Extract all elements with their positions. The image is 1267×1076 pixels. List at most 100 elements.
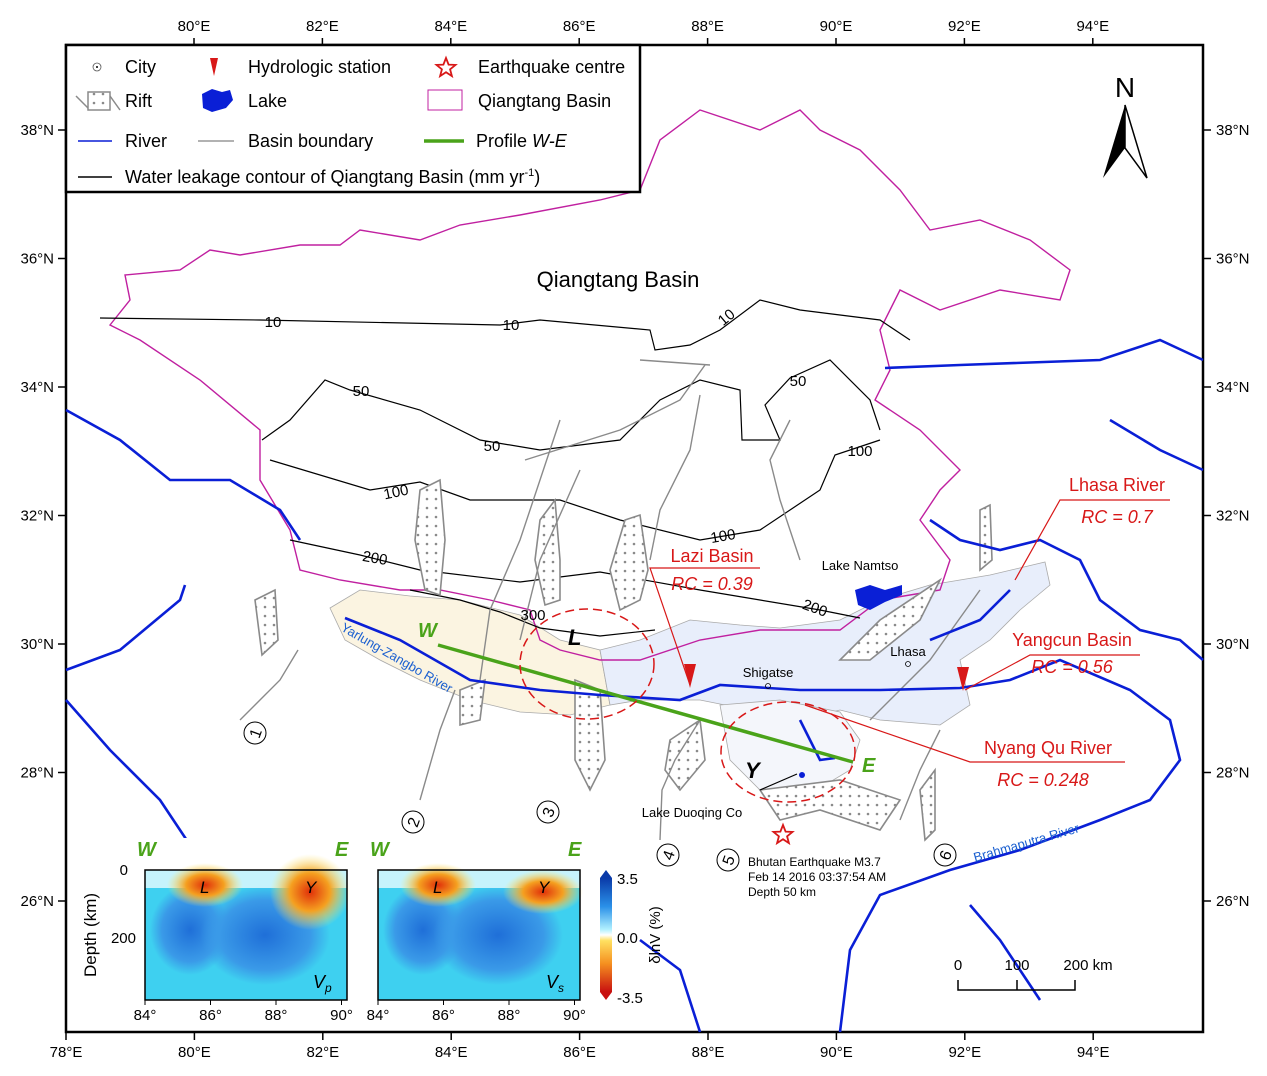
inset-text: W bbox=[370, 839, 391, 861]
rift-icon bbox=[75, 91, 121, 111]
inset-xtick: 88° bbox=[498, 1007, 521, 1024]
qiangtang-basin-outline bbox=[108, 109, 1071, 661]
anomaly-l-label: L bbox=[568, 625, 581, 650]
inset-text: L bbox=[433, 878, 442, 897]
colorbar-max: 3.5 bbox=[617, 871, 638, 888]
lon-tick-label: 92°E bbox=[948, 1044, 981, 1061]
lon-tick-label: 90°E bbox=[820, 1044, 853, 1061]
lazi-anomaly-ellipse bbox=[519, 608, 655, 720]
lat-tick-label: 36°N bbox=[20, 251, 54, 268]
north-label: N bbox=[1115, 72, 1135, 103]
earthquake-line3: Depth 50 km bbox=[748, 885, 816, 899]
inset-ylabel: Depth (km) bbox=[81, 893, 100, 977]
hydrologic-stations bbox=[684, 664, 969, 691]
lazi-basin-name: Lazi Basin bbox=[670, 546, 753, 566]
contour-label: 10 bbox=[265, 314, 282, 331]
colorbar-min: -3.5 bbox=[617, 990, 643, 1007]
legend-profile: Profile W-E bbox=[476, 131, 568, 151]
lon-tick-label: 94°E bbox=[1077, 1044, 1110, 1061]
lat-tick-label: 34°N bbox=[20, 379, 54, 396]
nyang-qu-rc: RC = 0.248 bbox=[997, 770, 1089, 790]
label-lhasa: Lhasa bbox=[890, 644, 926, 659]
profile-line bbox=[437, 643, 854, 764]
lhasa-river-name: Lhasa River bbox=[1069, 475, 1165, 495]
lat-tick-label: 32°N bbox=[20, 508, 54, 525]
fault-lines bbox=[239, 359, 981, 841]
legend-contour: Water leakage contour of Qiangtang Basin… bbox=[125, 167, 540, 187]
rifts bbox=[254, 478, 993, 842]
yangcun-basin-name: Yangcun Basin bbox=[1012, 630, 1132, 650]
contour-label: 10 bbox=[503, 317, 520, 334]
inset-xtick: 86° bbox=[199, 1007, 222, 1024]
water-leakage-contours bbox=[99, 299, 911, 637]
label-shigatse: Shigatse bbox=[743, 665, 794, 680]
lon-tick-label: 90°E bbox=[820, 18, 853, 35]
legend-city: City bbox=[125, 57, 156, 77]
lat-tick-label: 26°N bbox=[20, 893, 54, 910]
yangcun-basin-rc: RC = 0.56 bbox=[1031, 657, 1114, 677]
contour-label: 300 bbox=[520, 607, 545, 624]
city-markers bbox=[765, 661, 911, 689]
legend-river: River bbox=[125, 131, 167, 151]
lon-tick-label: 80°E bbox=[178, 1044, 211, 1061]
legend: City Hydrologic station Earthquake centr… bbox=[64, 43, 642, 194]
earthquake-icon bbox=[434, 55, 458, 79]
lon-tick-label: 78°E bbox=[50, 1044, 83, 1061]
lat-tick-label: 32°N bbox=[1216, 508, 1250, 525]
hydro-station-icon bbox=[210, 58, 218, 76]
inset-text: Vs bbox=[546, 972, 564, 995]
inset-text: L bbox=[200, 878, 209, 897]
inset-xtick: 84° bbox=[134, 1007, 157, 1024]
lon-tick-label: 80°E bbox=[178, 18, 211, 35]
contour-label: 50 bbox=[353, 383, 370, 400]
hydro-station-icon bbox=[684, 664, 696, 688]
qiangtang-basin-icon bbox=[427, 89, 463, 111]
lon-tick-label: 94°E bbox=[1076, 18, 1109, 35]
contour-label: 200 bbox=[361, 548, 389, 569]
colorbar-label: δlnV (%) bbox=[647, 906, 664, 964]
inset-xtick: 86° bbox=[432, 1007, 455, 1024]
label-lake-duoqing-co: Lake Duoqing Co bbox=[642, 805, 742, 820]
basin-title: Qiangtang Basin bbox=[537, 267, 700, 292]
legend-rift: Rift bbox=[125, 91, 152, 111]
earthquake-star-icon bbox=[771, 822, 795, 846]
inset-xtick: 90° bbox=[563, 1007, 586, 1024]
contour-label: 100 bbox=[709, 526, 737, 547]
contour-label: 100 bbox=[382, 482, 410, 504]
legend-qiangtang: Qiangtang Basin bbox=[478, 91, 611, 111]
inset-text: E bbox=[335, 839, 349, 861]
north-arrow: N bbox=[1103, 72, 1148, 179]
legend-quake: Earthquake centre bbox=[478, 57, 625, 77]
anomaly-y-label: Y bbox=[745, 758, 762, 783]
contour-label: 100 bbox=[847, 443, 872, 460]
lon-tick-label: 84°E bbox=[435, 1044, 468, 1061]
lake-icon bbox=[202, 89, 233, 112]
lake-namtso bbox=[855, 585, 902, 610]
lon-tick-label: 86°E bbox=[563, 18, 596, 35]
lat-tick-label: 34°N bbox=[1216, 379, 1250, 396]
lazi-basin-rc: RC = 0.39 bbox=[671, 574, 753, 594]
inset-text: Y bbox=[305, 878, 318, 897]
legend-lake: Lake bbox=[248, 91, 287, 111]
scale-label: 200 km bbox=[1063, 957, 1112, 974]
inset-xtick: 84° bbox=[367, 1007, 390, 1024]
colorbar-mid: 0.0 bbox=[617, 930, 638, 947]
duoqing-leader bbox=[759, 773, 798, 791]
inset-text: Vp bbox=[313, 972, 332, 995]
label-lake-namtso: Lake Namtso bbox=[822, 558, 899, 573]
contour-label: 50 bbox=[790, 373, 807, 390]
city-icon bbox=[92, 62, 102, 72]
inset-panel-vp: W E L Y Vp 84° 86° 88° 90° bbox=[134, 839, 353, 1024]
yangcun-anomaly-ellipse bbox=[720, 701, 856, 803]
legend-hydro: Hydrologic station bbox=[248, 57, 391, 77]
scale-label: 100 bbox=[1004, 957, 1029, 974]
lon-tick-label: 92°E bbox=[948, 18, 981, 35]
hydro-station-icon bbox=[957, 667, 969, 691]
inset-xtick: 88° bbox=[265, 1007, 288, 1024]
graticule-ticks: 80°E 82°E 84°E 86°E 88°E 90°E 92°E 94°E78°E 80°E… bbox=[20, 18, 1249, 1061]
lat-tick-label: 26°N bbox=[1216, 893, 1250, 910]
inset-text: Y bbox=[538, 878, 551, 897]
